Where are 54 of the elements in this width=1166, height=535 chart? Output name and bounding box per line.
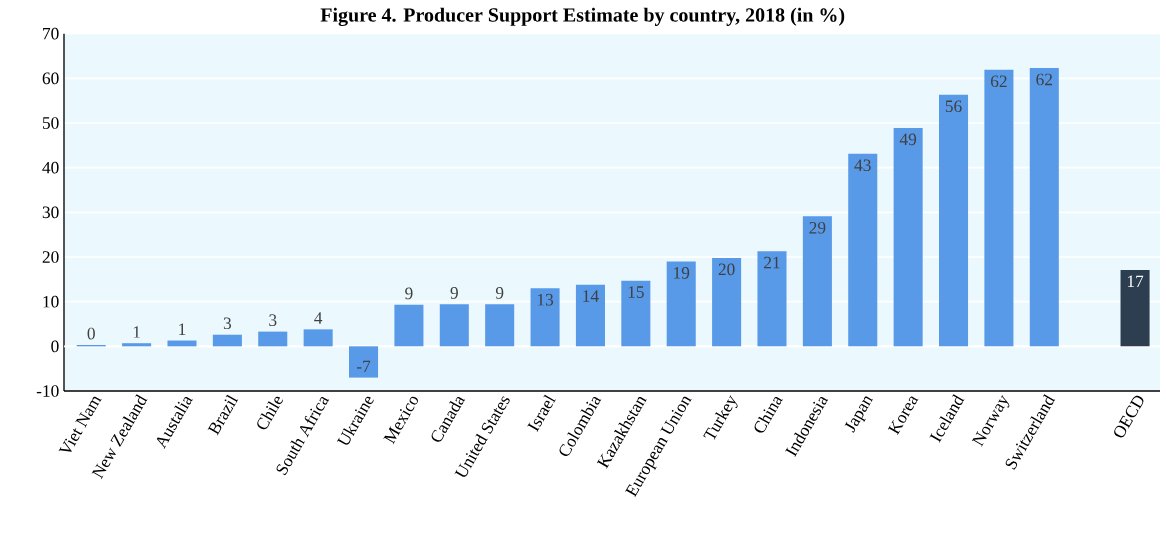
- bar: [575, 284, 605, 347]
- data-label: 62: [990, 75, 1007, 88]
- bar: [439, 304, 469, 347]
- data-label: 17: [1127, 275, 1144, 287]
- bar: [939, 94, 969, 347]
- y-tick-label: 20: [42, 251, 59, 263]
- data-label: 20: [718, 263, 735, 276]
- bar: [530, 288, 560, 347]
- bar: [1029, 68, 1059, 347]
- data-label: 4: [314, 312, 323, 324]
- data-label: 9: [450, 287, 458, 299]
- bar: [621, 280, 651, 347]
- data-label: 49: [899, 133, 917, 146]
- data-label: 29: [809, 221, 826, 234]
- data-label: 3: [223, 317, 232, 330]
- bar: [122, 343, 152, 347]
- bar: [394, 304, 424, 347]
- data-label: 9: [495, 287, 504, 299]
- y-tick-label: 0: [51, 340, 59, 353]
- data-label: 43: [854, 159, 871, 172]
- data-label: 13: [537, 293, 554, 306]
- data-label: 56: [945, 100, 962, 113]
- bar: [212, 334, 242, 347]
- y-tick-label: 60: [42, 72, 59, 85]
- bar: [712, 257, 742, 347]
- y-tick-label: 10: [43, 295, 59, 308]
- data-label: 1: [179, 323, 186, 335]
- data-label: 19: [674, 267, 690, 279]
- bar: [666, 261, 696, 347]
- data-label: 0: [87, 327, 95, 340]
- bar: [258, 331, 288, 347]
- bar: [893, 127, 923, 347]
- data-label: 14: [583, 290, 599, 302]
- bar: [802, 216, 832, 347]
- y-tick-label: 70: [43, 27, 59, 40]
- y-tick-label: -10: [36, 385, 59, 397]
- data-label: 62: [1036, 73, 1053, 86]
- bar: [485, 304, 515, 347]
- chart-title: Figure 4. Producer Support Estimate by country, 2018 (in %): [320, 7, 845, 26]
- bar: [757, 251, 787, 347]
- bar: [1120, 269, 1150, 347]
- y-tick-label: 50: [42, 117, 59, 129]
- data-label: 9: [405, 287, 413, 300]
- bar: [303, 329, 333, 347]
- data-label: -7: [356, 360, 371, 372]
- bar: [349, 346, 379, 378]
- data-label: 15: [628, 286, 644, 298]
- y-tick-label: 40: [42, 161, 59, 174]
- data-label: 1: [133, 326, 140, 338]
- y-tick-label: 30: [42, 206, 59, 219]
- bar: [848, 153, 878, 347]
- data-label: 3: [269, 314, 277, 326]
- bar: [984, 69, 1014, 347]
- data-label: 21: [764, 256, 780, 269]
